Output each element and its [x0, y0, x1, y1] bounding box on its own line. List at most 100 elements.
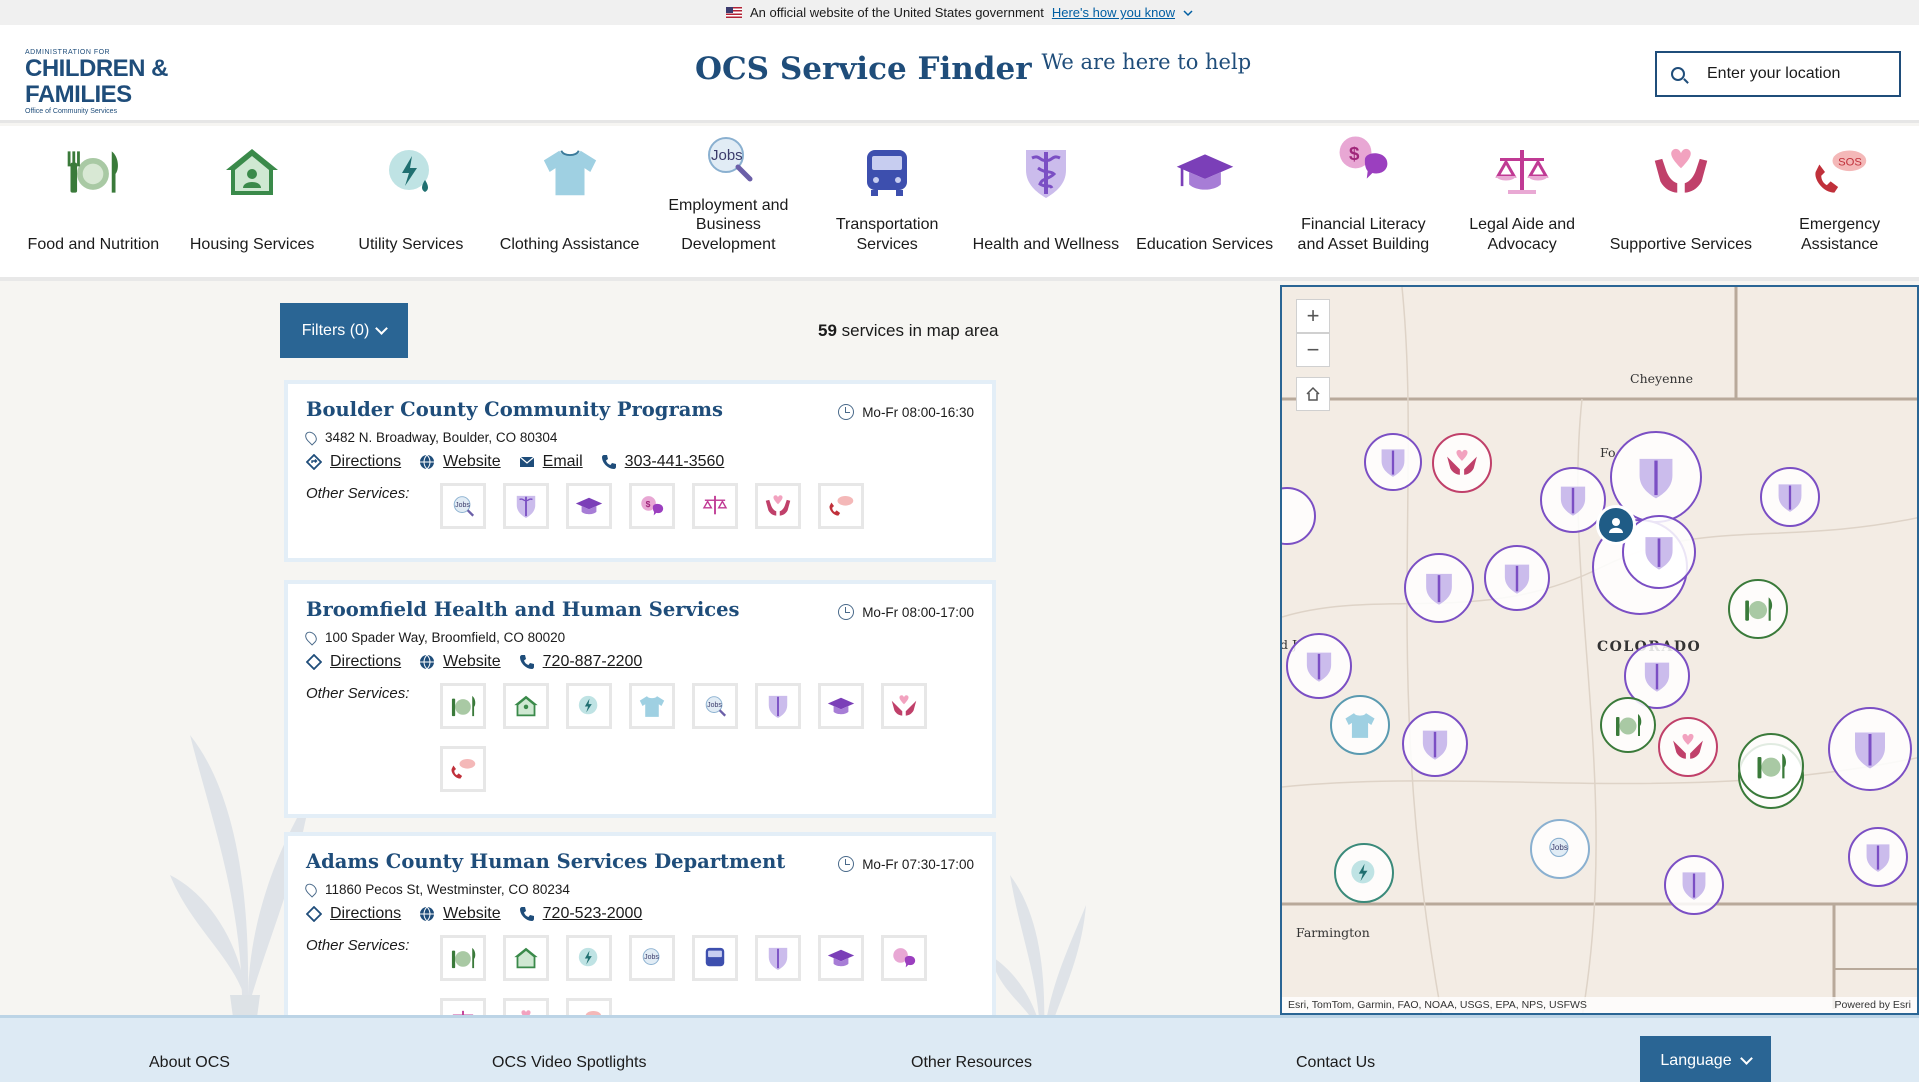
sos-phone-icon[interactable]	[440, 746, 486, 792]
utility-icon[interactable]	[566, 935, 612, 981]
health-marker[interactable]	[1828, 707, 1912, 791]
category-utility[interactable]: Utility Services	[332, 126, 491, 276]
directions-link[interactable]: Directions	[306, 453, 401, 471]
food-marker[interactable]	[1600, 697, 1656, 753]
utility-icon[interactable]	[566, 683, 612, 729]
service-card[interactable]: Adams County Human Services Department M…	[284, 832, 996, 1015]
graduation-cap-icon[interactable]	[566, 483, 612, 529]
zoom-in-button[interactable]: +	[1296, 299, 1330, 333]
sos-phone-icon[interactable]	[566, 998, 612, 1015]
website-link[interactable]: Website	[419, 905, 501, 923]
service-name[interactable]: Boulder County Community Programs	[306, 398, 723, 421]
health-marker[interactable]	[1404, 553, 1474, 623]
footer-link-resources[interactable]: Other Resources	[911, 1054, 1032, 1071]
category-financial[interactable]: $ Financial Literacy and Asset Building	[1284, 126, 1443, 276]
food-marker[interactable]	[1738, 733, 1804, 799]
zoom-out-button[interactable]: −	[1296, 333, 1330, 367]
directions-text[interactable]: Directions	[330, 653, 402, 670]
health-marker[interactable]	[1484, 545, 1550, 611]
service-name[interactable]: Adams County Human Services Department	[306, 850, 786, 873]
phone-text[interactable]: 720-523-2000	[542, 905, 643, 922]
powered-by-esri[interactable]: Powered by Esri	[1834, 999, 1911, 1011]
supportive-marker[interactable]	[1658, 717, 1718, 777]
acf-logo[interactable]: ADMINISTRATION FOR CHILDREN & FAMILIES O…	[25, 49, 235, 115]
graduation-cap-icon[interactable]	[818, 935, 864, 981]
health-marker[interactable]	[1540, 467, 1606, 533]
supportive-marker[interactable]	[1432, 433, 1492, 493]
health-marker[interactable]	[1402, 711, 1468, 777]
jobs-marker[interactable]: Jobs	[1530, 819, 1590, 879]
phone-link[interactable]: 720-523-2000	[519, 905, 643, 923]
hands-heart-icon[interactable]	[755, 483, 801, 529]
health-marker[interactable]	[1624, 643, 1690, 709]
category-emergency[interactable]: SOS Emergency Assistance	[1760, 126, 1919, 276]
filters-button[interactable]: Filters (0)	[280, 303, 408, 358]
bus-icon[interactable]	[692, 935, 738, 981]
scales-icon[interactable]	[692, 483, 738, 529]
food-marker[interactable]	[1728, 579, 1788, 639]
category-transportation[interactable]: Transportation Services	[808, 126, 967, 276]
category-housing[interactable]: Housing Services	[173, 126, 332, 276]
house-icon[interactable]	[503, 935, 549, 981]
directions-text[interactable]: Directions	[330, 905, 402, 922]
food-icon[interactable]	[440, 935, 486, 981]
phone-link[interactable]: 720-887-2200	[519, 653, 643, 671]
hands-heart-icon[interactable]	[503, 998, 549, 1015]
category-supportive[interactable]: Supportive Services	[1602, 126, 1761, 276]
phone-text[interactable]: 720-887-2200	[542, 653, 643, 670]
directions-link[interactable]: Directions	[306, 653, 401, 671]
footer-link-videos[interactable]: OCS Video Spotlights	[492, 1054, 647, 1071]
scales-icon[interactable]	[440, 998, 486, 1015]
phone-link[interactable]: 303-441-3560	[601, 453, 725, 471]
food-icon[interactable]	[440, 683, 486, 729]
location-input[interactable]	[1707, 65, 1887, 83]
caduceus-icon[interactable]	[755, 935, 801, 981]
jobs-icon[interactable]: Jobs	[629, 935, 675, 981]
website-text[interactable]: Website	[443, 453, 501, 470]
health-marker[interactable]	[1760, 467, 1820, 527]
money-chat-icon[interactable]	[881, 935, 927, 981]
email-link[interactable]: Email	[519, 453, 583, 471]
hands-heart-icon[interactable]	[881, 683, 927, 729]
caduceus-icon[interactable]	[503, 483, 549, 529]
jobs-icon[interactable]: Jobs	[692, 683, 738, 729]
phone-text[interactable]: 303-441-3560	[624, 453, 725, 470]
caduceus-icon[interactable]	[755, 683, 801, 729]
language-button[interactable]: Language	[1640, 1036, 1771, 1082]
website-text[interactable]: Website	[443, 653, 501, 670]
category-legal[interactable]: Legal Aide and Advocacy	[1443, 126, 1602, 276]
health-marker[interactable]	[1664, 855, 1724, 915]
service-map[interactable]: + − Cheyenne COLORADO Farmington Fo d J …	[1280, 285, 1919, 1015]
clothing-marker[interactable]	[1330, 695, 1390, 755]
jobs-icon[interactable]: Jobs	[440, 483, 486, 529]
website-link[interactable]: Website	[419, 453, 501, 471]
service-card[interactable]: Broomfield Health and Human Services Mo-…	[284, 580, 996, 818]
utility-marker[interactable]	[1334, 843, 1394, 903]
home-button[interactable]	[1296, 377, 1330, 411]
category-education[interactable]: Education Services	[1125, 126, 1284, 276]
health-marker[interactable]	[1848, 827, 1908, 887]
sos-phone-icon[interactable]	[818, 483, 864, 529]
chevron-down-icon[interactable]	[1183, 9, 1193, 17]
money-chat-icon[interactable]: $	[629, 483, 675, 529]
service-name[interactable]: Broomfield Health and Human Services	[306, 598, 740, 621]
shirt-icon[interactable]	[629, 683, 675, 729]
house-icon[interactable]	[503, 683, 549, 729]
email-text[interactable]: Email	[542, 453, 583, 470]
directions-text[interactable]: Directions	[330, 453, 402, 470]
footer-link-about[interactable]: About OCS	[149, 1054, 230, 1071]
category-employment[interactable]: Jobs Employment and Business Development	[649, 126, 808, 276]
service-card[interactable]: Boulder County Community Programs Mo-Fr …	[284, 380, 996, 562]
heres-how-you-know-link[interactable]: Here's how you know	[1051, 5, 1176, 20]
category-health[interactable]: Health and Wellness	[967, 126, 1126, 276]
website-link[interactable]: Website	[419, 653, 501, 671]
directions-link[interactable]: Directions	[306, 905, 401, 923]
user-location-marker[interactable]	[1596, 505, 1636, 545]
graduation-cap-icon[interactable]	[818, 683, 864, 729]
location-search[interactable]	[1655, 51, 1901, 97]
health-marker[interactable]	[1364, 433, 1422, 491]
health-marker[interactable]	[1286, 633, 1352, 699]
website-text[interactable]: Website	[443, 905, 501, 922]
category-clothing[interactable]: Clothing Assistance	[490, 126, 649, 276]
footer-link-contact[interactable]: Contact Us	[1296, 1054, 1376, 1071]
